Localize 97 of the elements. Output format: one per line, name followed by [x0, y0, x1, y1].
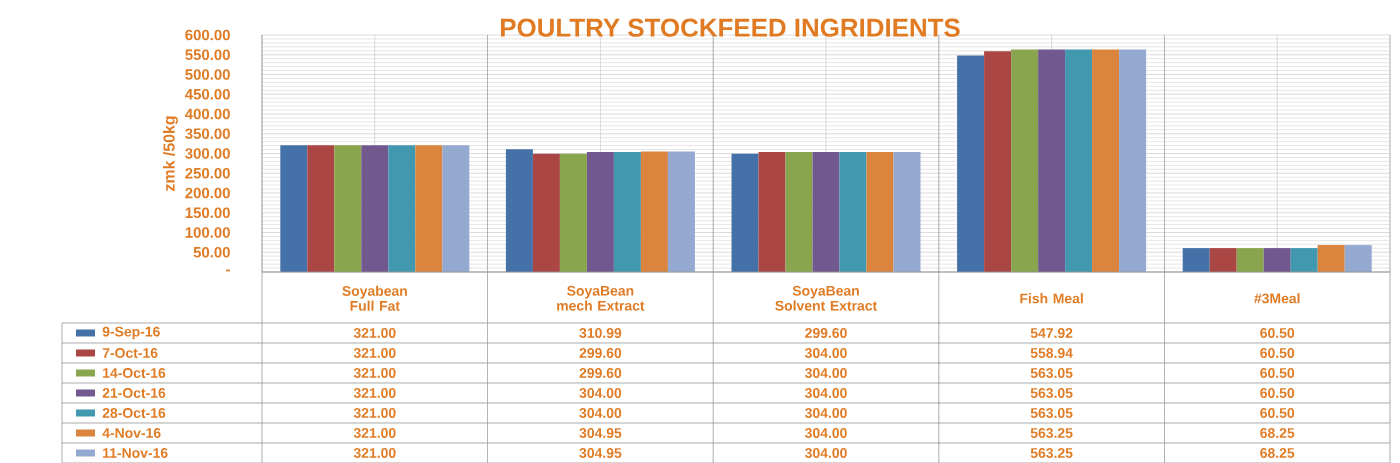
y-tick-label: 150.00	[185, 207, 230, 218]
data-label: 321.00	[353, 367, 396, 378]
y-tick-label: 50.00	[193, 246, 230, 258]
bar	[280, 145, 308, 272]
data-label: 304.95	[579, 447, 622, 458]
bar	[957, 55, 985, 272]
legend-label: 9-Sep-16	[102, 326, 160, 340]
bar	[731, 153, 759, 272]
legend-label: 11-Nov-16	[103, 447, 168, 458]
bar	[640, 151, 668, 272]
bar	[415, 145, 443, 272]
bar	[559, 153, 587, 272]
data-label: 304.00	[579, 407, 622, 418]
data-label: 321.00	[353, 447, 396, 458]
data-label: 321.00	[353, 387, 396, 398]
data-label: 304.00	[579, 387, 622, 398]
y-tick-label: 200.00	[185, 187, 230, 199]
legend-label: 21-Oct-16	[102, 387, 166, 398]
bar	[785, 151, 813, 272]
data-label: 563.05	[1030, 407, 1073, 418]
x-tick-label: SoyaBean mech Extract	[557, 285, 645, 311]
y-tick-label: 600.00	[185, 29, 230, 41]
bar	[361, 145, 389, 272]
bar	[984, 51, 1012, 272]
data-label: 60.50	[1260, 327, 1295, 338]
data-label: 321.00	[353, 347, 396, 358]
bar	[586, 151, 614, 272]
data-label: 321.00	[353, 327, 396, 338]
bar	[1263, 247, 1291, 272]
bar	[893, 151, 921, 272]
bar	[1038, 49, 1066, 272]
data-label: 321.00	[353, 427, 396, 438]
data-label: 563.25	[1030, 447, 1073, 458]
bar	[1119, 49, 1147, 272]
bar	[307, 145, 335, 272]
bar	[1209, 247, 1237, 272]
legend-label: 4-Nov-16	[102, 427, 161, 438]
data-label: 558.94	[1030, 347, 1073, 358]
bar	[1092, 49, 1120, 272]
bar	[1065, 49, 1093, 272]
bar	[667, 151, 695, 272]
bar	[532, 153, 560, 272]
x-tick-label: Fish Meal	[1020, 292, 1083, 304]
bar	[1317, 244, 1345, 272]
data-label: 304.00	[804, 347, 847, 358]
y-tick-label: 250.00	[185, 167, 230, 179]
bar	[613, 151, 641, 272]
y-tick-label: 450.00	[185, 88, 230, 100]
data-label: 304.95	[579, 427, 622, 438]
bar	[388, 145, 416, 272]
bar	[812, 151, 840, 272]
data-label: 60.50	[1260, 367, 1295, 378]
x-tick-label: SoyaBean Solvent Extract	[775, 285, 877, 311]
bar	[866, 151, 894, 272]
bar	[505, 148, 533, 272]
y-tick-label: 400.00	[185, 108, 230, 120]
data-label: 563.05	[1030, 387, 1073, 398]
data-label: 304.00	[804, 427, 847, 438]
bar	[334, 145, 362, 272]
bar	[442, 145, 470, 272]
y-axis-title: zmk /50kg	[163, 116, 178, 191]
bar	[1344, 244, 1372, 272]
y-tick-label: 300.00	[185, 148, 230, 159]
data-label: 299.60	[805, 327, 847, 338]
legend-label: 28-Oct-16	[102, 407, 166, 418]
data-label: 547.92	[1030, 327, 1073, 338]
legend-label: 14-Oct-16	[103, 367, 166, 378]
bar	[758, 151, 786, 272]
data-label: 563.05	[1030, 367, 1073, 378]
data-label: 304.00	[804, 387, 847, 398]
bar	[1236, 247, 1264, 272]
data-label: 321.00	[353, 407, 396, 418]
y-tick-label: 100.00	[185, 227, 230, 238]
bar	[1011, 49, 1039, 272]
data-label: 68.25	[1260, 447, 1295, 458]
y-tick-label: 500.00	[185, 69, 230, 80]
y-tick-label: -	[226, 269, 230, 272]
data-label: 299.60	[579, 347, 622, 358]
data-label: 304.00	[804, 367, 847, 378]
bar	[1182, 247, 1210, 272]
data-label: 68.25	[1260, 427, 1295, 438]
data-label: 304.00	[804, 447, 847, 458]
data-label: 60.50	[1260, 387, 1295, 398]
data-label: 310.99	[579, 327, 622, 338]
x-tick-label: #3Meal	[1254, 292, 1300, 304]
x-tick-label: Soyabean Full Fat	[342, 285, 407, 311]
bar	[839, 151, 867, 272]
data-label: 299.60	[579, 367, 622, 378]
legend-label: 7-Oct-16	[102, 347, 158, 358]
data-label: 563.25	[1030, 427, 1073, 438]
data-label: 60.50	[1260, 347, 1295, 358]
y-tick-label: 350.00	[185, 128, 230, 139]
data-label: 304.00	[804, 407, 847, 418]
chart-title: POULTRY STOCKFEED INGRIDIENTS	[501, 18, 960, 37]
data-label: 60.50	[1260, 407, 1295, 418]
y-tick-label: 550.00	[185, 49, 230, 60]
bar	[1290, 247, 1318, 272]
